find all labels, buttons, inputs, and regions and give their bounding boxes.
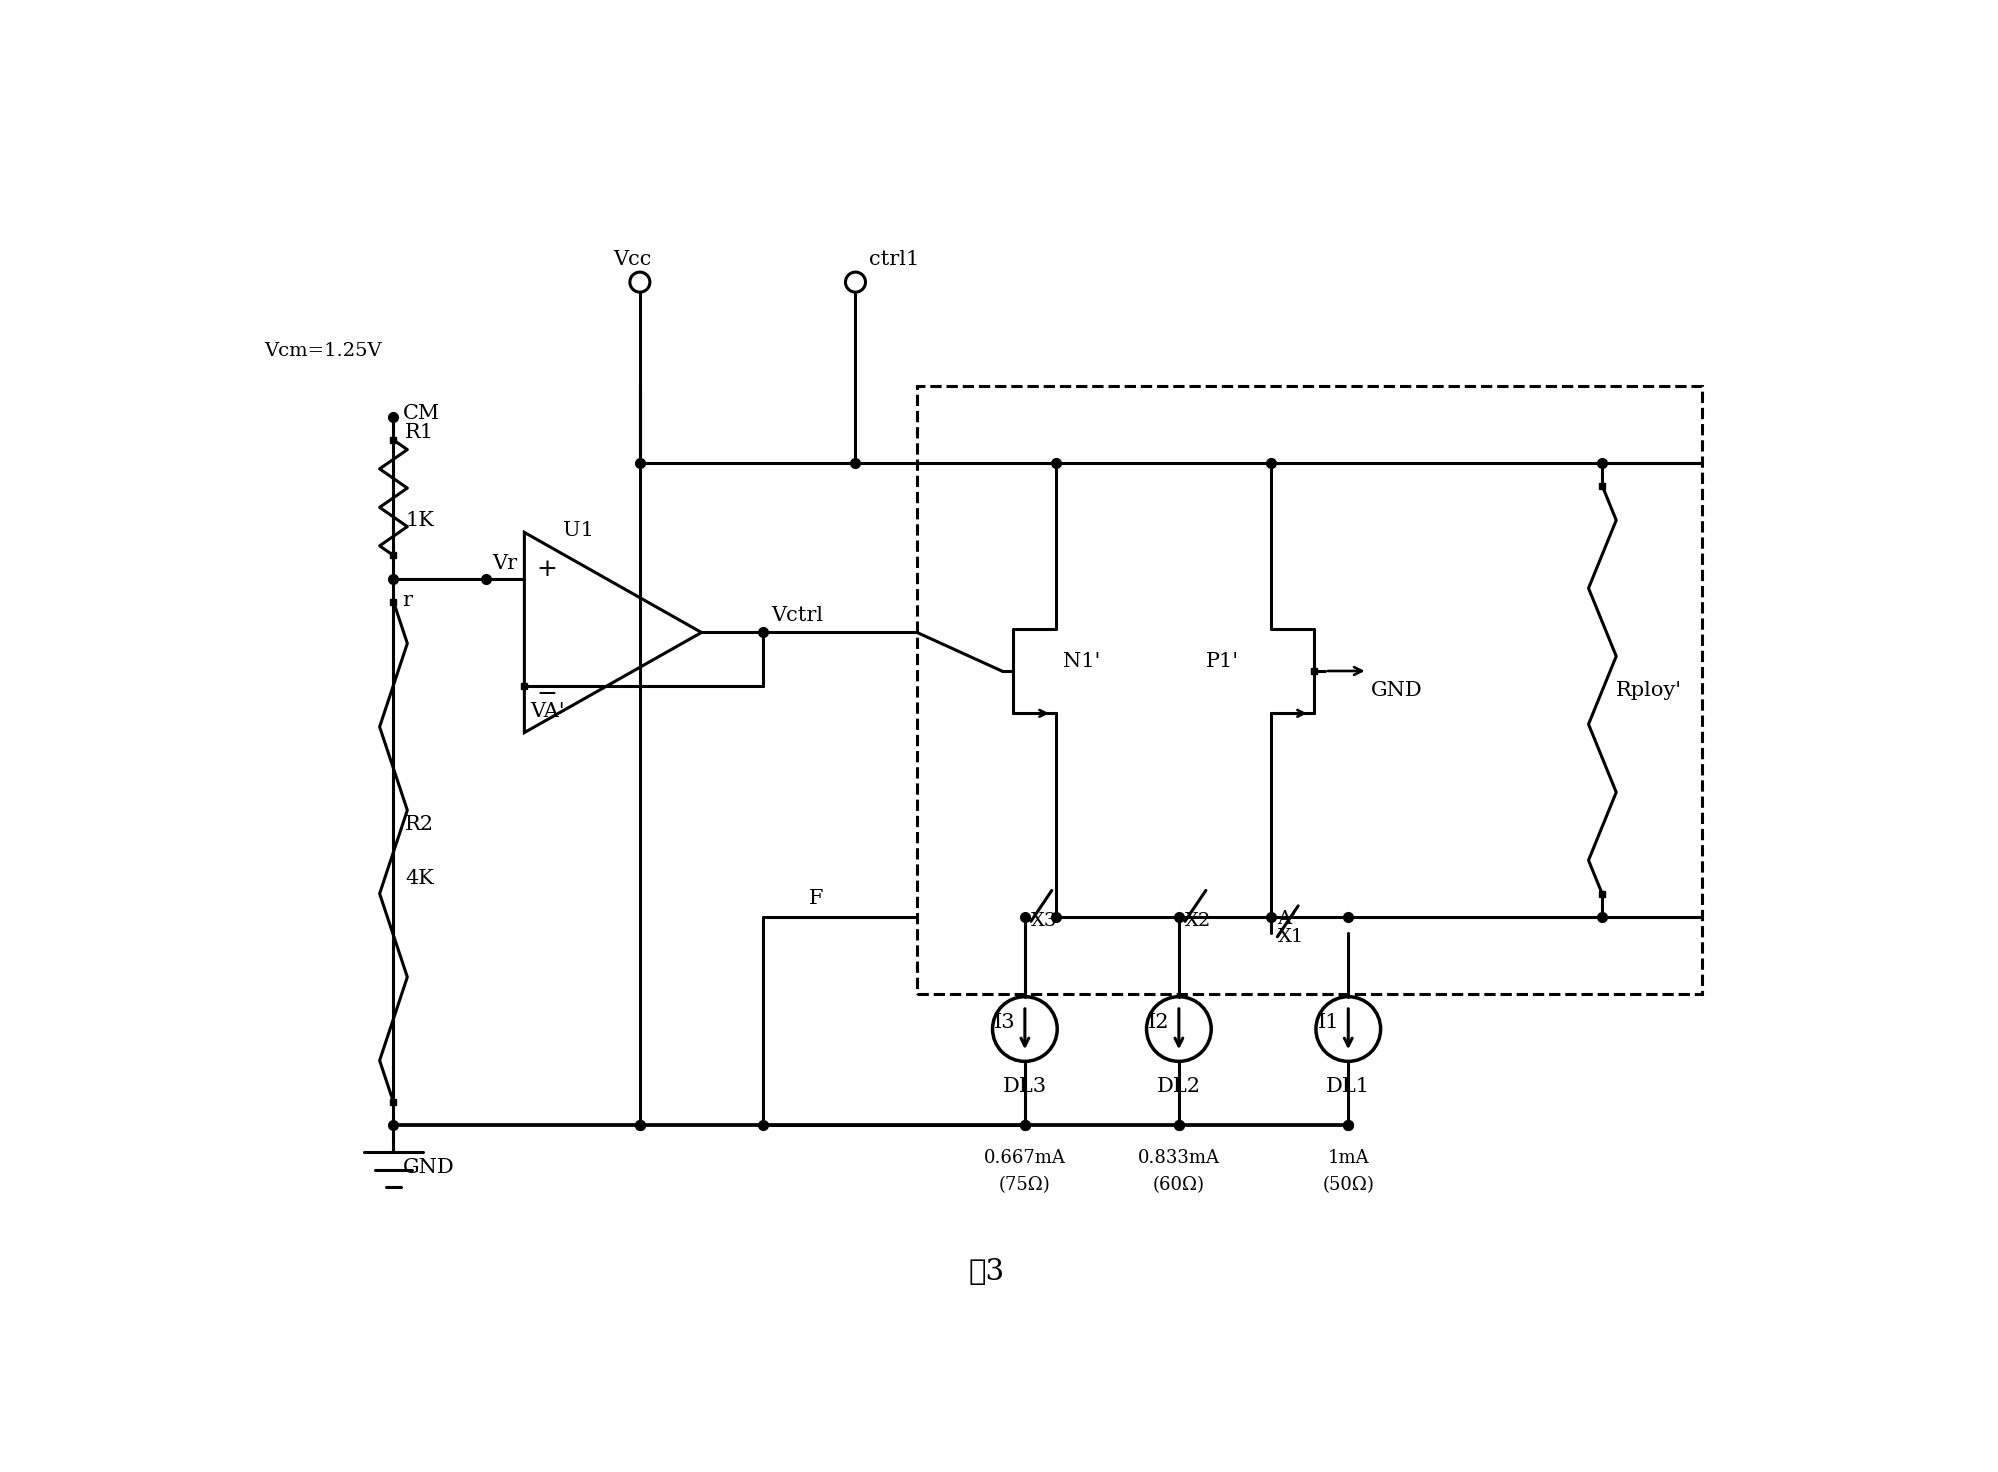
Text: (60Ω): (60Ω): [1153, 1176, 1205, 1194]
Text: 1K: 1K: [406, 511, 434, 530]
Text: R2: R2: [406, 815, 434, 835]
Text: R1: R1: [406, 422, 434, 442]
Text: VA': VA': [529, 702, 565, 720]
Text: r: r: [402, 590, 412, 609]
Text: 图3: 图3: [967, 1257, 1003, 1285]
Text: DL2: DL2: [1157, 1076, 1201, 1095]
Bar: [917, 386, 1702, 995]
Text: 0.667mA: 0.667mA: [983, 1148, 1065, 1167]
Text: (50Ω): (50Ω): [1321, 1176, 1373, 1194]
Text: 1mA: 1mA: [1327, 1148, 1369, 1167]
Text: DL3: DL3: [1003, 1076, 1047, 1095]
Text: 0.833mA: 0.833mA: [1137, 1148, 1219, 1167]
Text: I2: I2: [1147, 1013, 1169, 1032]
Text: I1: I1: [1317, 1013, 1339, 1032]
Text: ctrl1: ctrl1: [869, 250, 919, 268]
Text: Vctrl: Vctrl: [771, 606, 823, 626]
Text: Vcc: Vcc: [613, 250, 651, 268]
Text: X3: X3: [1031, 913, 1057, 930]
Text: N1': N1': [1063, 652, 1101, 671]
Text: A': A': [1277, 910, 1297, 927]
Text: X2: X2: [1185, 913, 1211, 930]
Text: DL1: DL1: [1325, 1076, 1371, 1095]
Text: 4K: 4K: [406, 870, 434, 889]
Text: GND: GND: [1371, 680, 1423, 699]
Text: Vr: Vr: [492, 553, 517, 573]
Text: X1: X1: [1277, 927, 1303, 945]
Text: −: −: [535, 683, 557, 705]
Text: +: +: [535, 558, 557, 581]
Text: P1': P1': [1205, 652, 1239, 671]
Text: Rploy': Rploy': [1616, 680, 1682, 699]
Text: GND: GND: [402, 1158, 454, 1178]
Text: F: F: [809, 889, 823, 908]
Text: CM: CM: [402, 403, 440, 422]
Text: I3: I3: [993, 1013, 1015, 1032]
Text: (75Ω): (75Ω): [999, 1176, 1051, 1194]
Text: U1: U1: [563, 521, 593, 540]
Text: Vcm=1.25V: Vcm=1.25V: [264, 343, 382, 361]
